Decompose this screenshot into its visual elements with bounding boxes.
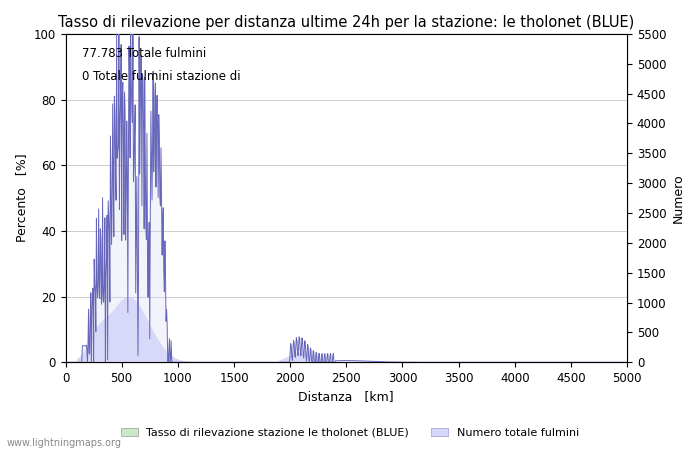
Text: 77.783 Totale fulmini: 77.783 Totale fulmini — [83, 47, 206, 60]
Text: 0 Totale fulmini stazione di: 0 Totale fulmini stazione di — [83, 70, 241, 83]
Y-axis label: Percento   [%]: Percento [%] — [15, 154, 28, 243]
X-axis label: Distanza   [km]: Distanza [km] — [298, 391, 394, 404]
Text: www.lightningmaps.org: www.lightningmaps.org — [7, 438, 122, 448]
Title: Tasso di rilevazione per distanza ultime 24h per la stazione: le tholonet (BLUE): Tasso di rilevazione per distanza ultime… — [58, 15, 634, 30]
Y-axis label: Numero: Numero — [672, 173, 685, 223]
Legend: Tasso di rilevazione stazione le tholonet (BLUE), Numero totale fulmini: Tasso di rilevazione stazione le tholone… — [116, 423, 584, 442]
